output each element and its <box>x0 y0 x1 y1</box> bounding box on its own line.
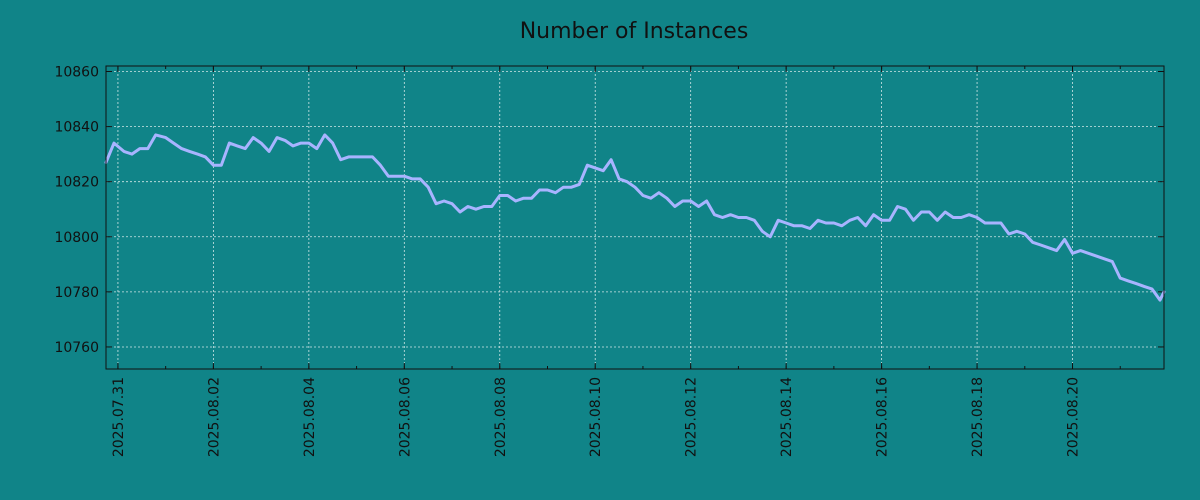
x-tick-label: 2025.08.04 <box>302 377 318 457</box>
x-tick-label: 2025.08.10 <box>588 377 604 457</box>
y-tick-label: 10800 <box>54 230 99 246</box>
x-tick-label: 2025.08.20 <box>1066 377 1082 457</box>
x-tick-label: 2025.08.18 <box>970 377 986 457</box>
x-tick-label: 2025.08.08 <box>493 377 509 457</box>
series-layer <box>104 133 1166 302</box>
x-tick-label: 2025.08.14 <box>779 377 795 457</box>
x-tick-label: 2025.08.16 <box>875 377 891 457</box>
grid <box>106 66 1164 369</box>
y-tick-label: 10760 <box>54 340 99 356</box>
x-tick-label: 2025.08.06 <box>397 377 413 457</box>
axis-ticks <box>106 66 1164 369</box>
tick-labels: 10760 10780 10800 10820 10840 10860 2025.07.31… <box>54 65 1081 458</box>
y-tick-label: 10860 <box>54 65 99 81</box>
chart-title: Number of Instances <box>520 19 749 44</box>
series-line <box>104 133 1166 302</box>
y-tick-label: 10840 <box>54 120 99 136</box>
y-tick-label: 10820 <box>54 175 99 191</box>
y-tick-label: 10780 <box>54 285 99 301</box>
x-tick-label: 2025.07.31 <box>111 377 127 457</box>
x-tick-label: 2025.08.02 <box>206 377 222 457</box>
plot-frame <box>105 65 1165 370</box>
x-tick-label: 2025.08.12 <box>684 377 700 457</box>
